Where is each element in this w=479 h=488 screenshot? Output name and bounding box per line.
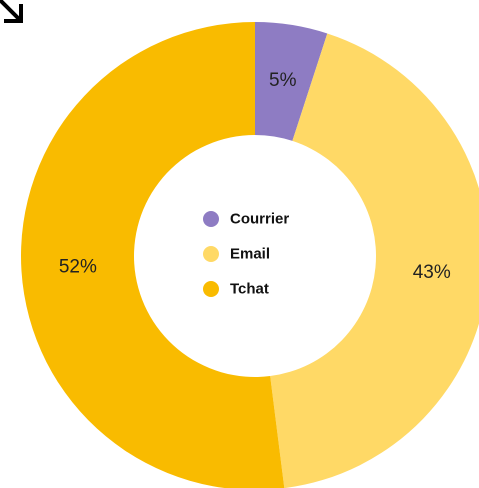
legend-item-email: Email	[203, 246, 270, 263]
legend-label-courrier: Courrier	[230, 211, 289, 228]
slice-label-email: 43%	[413, 262, 451, 283]
legend-swatch-courrier	[203, 211, 219, 227]
slice-label-courrier: 5%	[269, 70, 297, 91]
legend-item-courrier: Courrier	[203, 211, 289, 228]
slices-group	[21, 22, 479, 488]
legend-swatch-email	[203, 246, 219, 262]
slice-tchat	[21, 22, 285, 488]
slice-email	[270, 33, 479, 488]
slice-label-tchat: 52%	[59, 257, 97, 278]
slice-labels-group: 5% 43% 52%	[59, 70, 451, 283]
legend-label-email: Email	[230, 246, 270, 263]
legend-label-tchat: Tchat	[230, 281, 269, 298]
legend: Courrier Email Tchat	[203, 211, 289, 298]
legend-item-tchat: Tchat	[203, 281, 269, 298]
diagonal-arrow-icon	[0, 0, 23, 23]
legend-swatch-tchat	[203, 281, 219, 297]
slice-courrier	[255, 22, 328, 141]
